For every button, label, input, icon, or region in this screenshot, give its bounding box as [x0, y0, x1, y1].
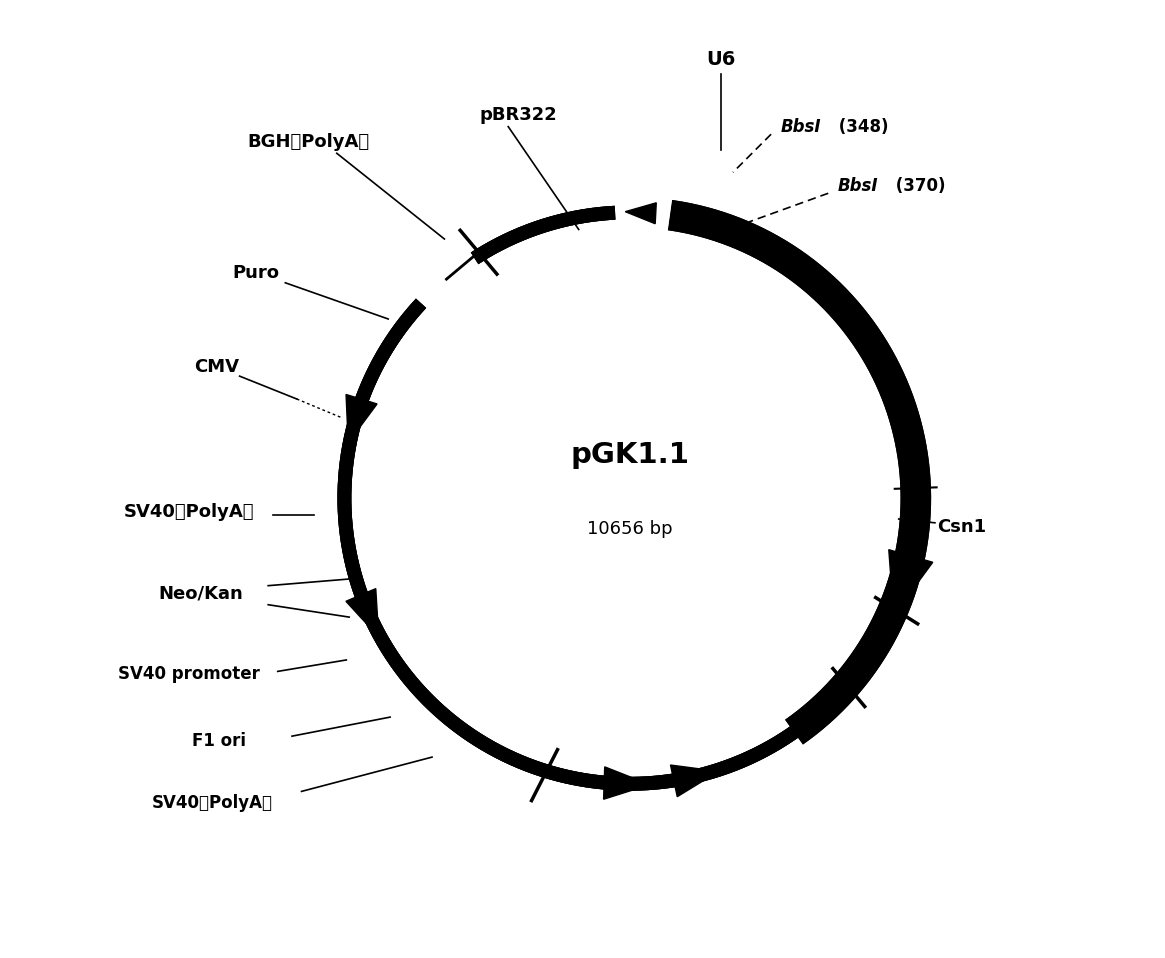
Text: SV40（PolyA）: SV40（PolyA）: [151, 794, 273, 811]
Polygon shape: [671, 765, 719, 797]
Text: (348): (348): [833, 118, 889, 136]
Polygon shape: [889, 550, 933, 615]
Text: CMV: CMV: [193, 357, 239, 376]
Text: SV40 promoter: SV40 promoter: [118, 665, 260, 683]
Text: U6: U6: [706, 51, 735, 69]
Polygon shape: [626, 203, 656, 224]
Text: (370): (370): [890, 176, 946, 194]
Text: Puro: Puro: [232, 264, 278, 283]
Text: F1 ori: F1 ori: [192, 732, 246, 750]
Text: pGK1.1: pGK1.1: [571, 442, 690, 469]
Text: BbsI: BbsI: [781, 118, 821, 136]
Text: Neo/Kan: Neo/Kan: [158, 584, 243, 603]
Polygon shape: [346, 395, 377, 443]
Polygon shape: [603, 766, 650, 799]
Polygon shape: [346, 588, 379, 637]
Text: BbsI: BbsI: [838, 176, 878, 194]
Text: Csn1: Csn1: [937, 517, 986, 536]
Text: SV40（PolyA）: SV40（PolyA）: [123, 503, 254, 521]
Text: 10656 bp: 10656 bp: [587, 519, 673, 537]
Text: pBR322: pBR322: [480, 106, 557, 125]
Text: BGH（PolyA）: BGH（PolyA）: [247, 133, 369, 150]
